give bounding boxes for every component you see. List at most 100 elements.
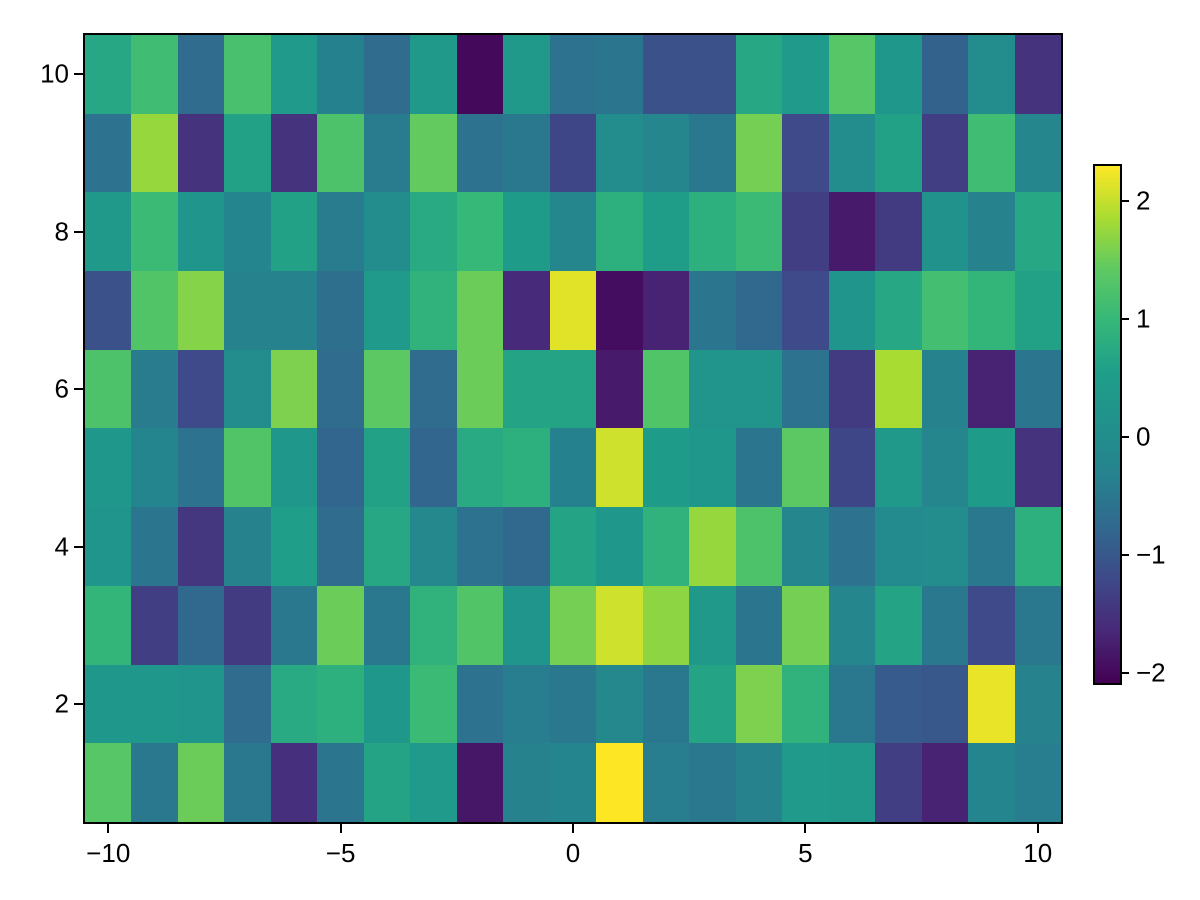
heatmap-cell [410,664,457,744]
colorbar-tick-mark [1120,318,1129,321]
heatmap-cell [270,585,318,665]
heatmap-cell [363,271,411,350]
heatmap-cell [503,585,550,665]
heatmap-cell [177,585,225,665]
heatmap-cell [270,743,318,822]
heatmap-cell [549,664,597,744]
heatmap-grid [85,35,1061,822]
heatmap-cell [363,35,411,114]
heatmap-cell [828,113,876,193]
heatmap-cell [968,585,1015,665]
heatmap-cell [596,349,643,429]
heatmap-cell [735,349,783,429]
heatmap-cell [921,664,969,744]
heatmap-cell [456,428,504,508]
colorbar-tick-label: 2 [1136,185,1151,216]
heatmap-cell [549,113,597,193]
heatmap-cell [131,428,178,508]
heatmap-cell [456,113,504,193]
heatmap-cell [270,113,318,193]
heatmap-cell [921,192,969,272]
y-tick-mark [74,230,83,233]
heatmap-cell [503,743,550,822]
heatmap-cell [596,113,643,193]
heatmap-cell [317,743,364,822]
heatmap-cell [177,428,225,508]
heatmap-cell [596,192,643,272]
heatmap-cell [549,428,597,508]
heatmap-cell [224,271,271,350]
heatmap-cell [317,271,364,350]
heatmap-cell [689,743,736,822]
heatmap-cell [782,428,829,508]
heatmap-cell [1014,507,1061,586]
x-tick-label: 10 [1023,838,1053,868]
x-tick-mark [572,824,574,833]
heatmap-cell [177,192,225,272]
heatmap-cell [549,585,597,665]
heatmap-cell [782,743,829,822]
heatmap-cell [642,113,690,193]
heatmap-cell [85,507,132,586]
heatmap-cell [85,585,132,665]
heatmap-cell [782,192,829,272]
heatmap-cell [735,743,783,822]
heatmap-cell [131,743,178,822]
heatmap-cell [968,428,1015,508]
heatmap-cell [875,585,922,665]
heatmap-cell [131,349,178,429]
heatmap-cell [317,585,364,665]
heatmap-cell [270,507,318,586]
heatmap-cell [85,428,132,508]
heatmap-cell [363,743,411,822]
heatmap-cell [317,507,364,586]
heatmap-cell [410,349,457,429]
heatmap-cell [177,507,225,586]
heatmap-cell [503,428,550,508]
heatmap-cell [642,271,690,350]
heatmap-cell [131,585,178,665]
heatmap-cell [875,35,922,114]
heatmap-cell [968,192,1015,272]
heatmap-cell [317,192,364,272]
heatmap-cell [875,664,922,744]
colorbar-tick-mark [1120,671,1129,674]
x-tick-label: −5 [325,838,356,868]
colorbar [1093,164,1122,685]
colorbar-tick-mark [1120,554,1129,557]
heatmap-cell [1014,664,1061,744]
heatmap-cell [456,271,504,350]
heatmap-cell [968,113,1015,193]
heatmap-cell [596,664,643,744]
heatmap-cell [968,507,1015,586]
heatmap-cell [735,664,783,744]
y-tick-mark [74,388,83,391]
heatmap-cell [689,428,736,508]
colorbar-tick-label: −2 [1136,657,1166,688]
heatmap-cell [828,192,876,272]
heatmap-cell [224,428,271,508]
heatmap-cell [921,428,969,508]
heatmap-cell [177,271,225,350]
heatmap-cell [177,35,225,114]
heatmap-cell [782,35,829,114]
heatmap-cell [968,271,1015,350]
heatmap-cell [410,507,457,586]
heatmap-cell [503,664,550,744]
heatmap-cell [875,507,922,586]
heatmap-cell [317,664,364,744]
heatmap-cell [735,585,783,665]
heatmap-cell [921,349,969,429]
heatmap-cell [410,35,457,114]
heatmap-cell [363,507,411,586]
heatmap-cell [968,349,1015,429]
heatmap-cell [270,664,318,744]
heatmap-cell [596,35,643,114]
colorbar-tick-label: −1 [1136,539,1166,570]
heatmap-cell [85,349,132,429]
heatmap-cell [968,35,1015,114]
x-tick-mark [107,824,110,833]
heatmap-cell [828,428,876,508]
heatmap-cell [224,585,271,665]
heatmap-cell [875,113,922,193]
